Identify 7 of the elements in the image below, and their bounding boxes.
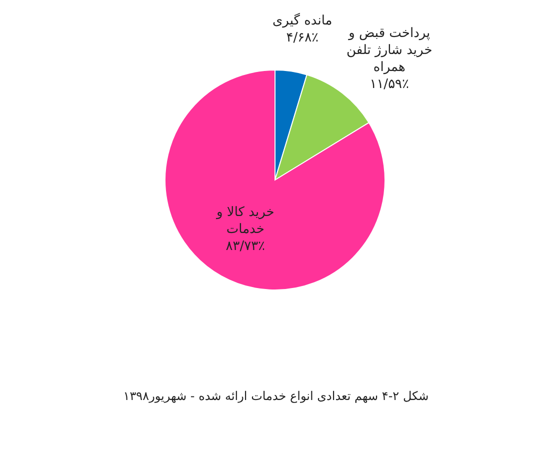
data-label: ۱۱/۵۹٪ [370, 77, 410, 92]
slice-label: مانده گیری [272, 12, 332, 29]
data-label: ۴/۶۸٪ [286, 30, 319, 46]
data-label: ۸۳/۷۳٪ [226, 238, 266, 254]
slice-label: پرداخت قبض و خرید شارژ تلفن همراه [346, 26, 432, 76]
text: شکل ۲-۴ سهم تعدادی انواع خدمات ارائه شده - شهریور۱۳۹۸ [123, 389, 429, 403]
slice-label: خرید کالا و خدمات [216, 204, 274, 237]
